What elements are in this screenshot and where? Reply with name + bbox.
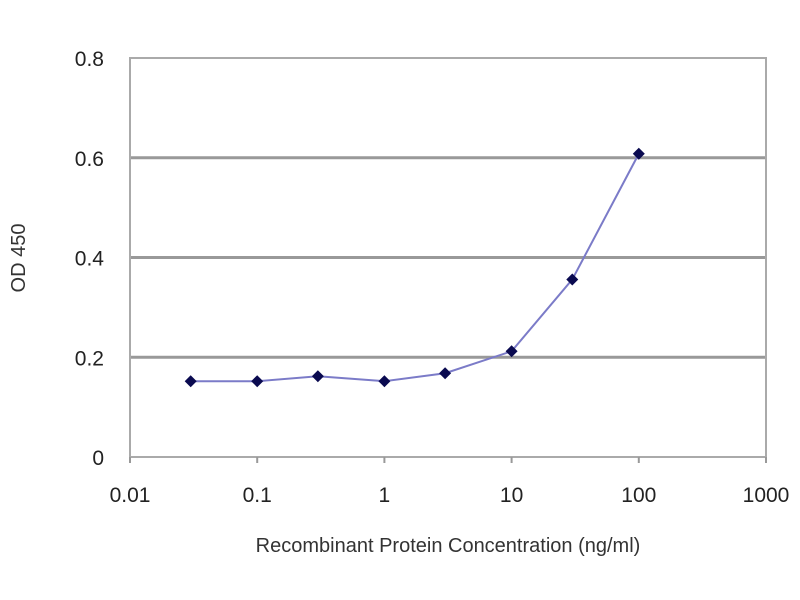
plot-area-frame <box>129 57 767 458</box>
data-point <box>251 375 264 388</box>
x-tick-label: 0.1 <box>243 484 272 507</box>
y-tick-label: 0.4 <box>75 248 105 271</box>
series-line <box>190 153 640 383</box>
data-point <box>632 147 645 160</box>
data-point <box>439 367 452 380</box>
y-axis: 0 0.2 0.4 0.6 0.8 <box>75 48 105 470</box>
y-tick-label: 0.8 <box>75 48 104 71</box>
y-tick-label: 0 <box>92 447 104 470</box>
y-tick-label: 0.2 <box>75 347 104 370</box>
x-tick-label: 1 <box>379 484 391 507</box>
x-tick-label: 10 <box>500 484 523 507</box>
y-tick-label: 0.6 <box>75 148 104 171</box>
gridlines <box>130 156 766 359</box>
y-axis-label: OD 450 <box>8 224 30 293</box>
x-axis: 0.01 0.1 1 10 100 1000 <box>110 457 790 507</box>
data-point <box>566 273 579 286</box>
data-point <box>505 345 518 358</box>
series <box>184 147 645 388</box>
data-point <box>311 370 324 383</box>
x-tick-label: 0.01 <box>110 484 151 507</box>
data-point <box>378 375 391 388</box>
data-point <box>184 375 197 388</box>
x-tick-label: 1000 <box>743 484 790 507</box>
x-tick-label: 100 <box>621 484 656 507</box>
x-axis-label: Recombinant Protein Concentration (ng/ml… <box>256 535 641 557</box>
